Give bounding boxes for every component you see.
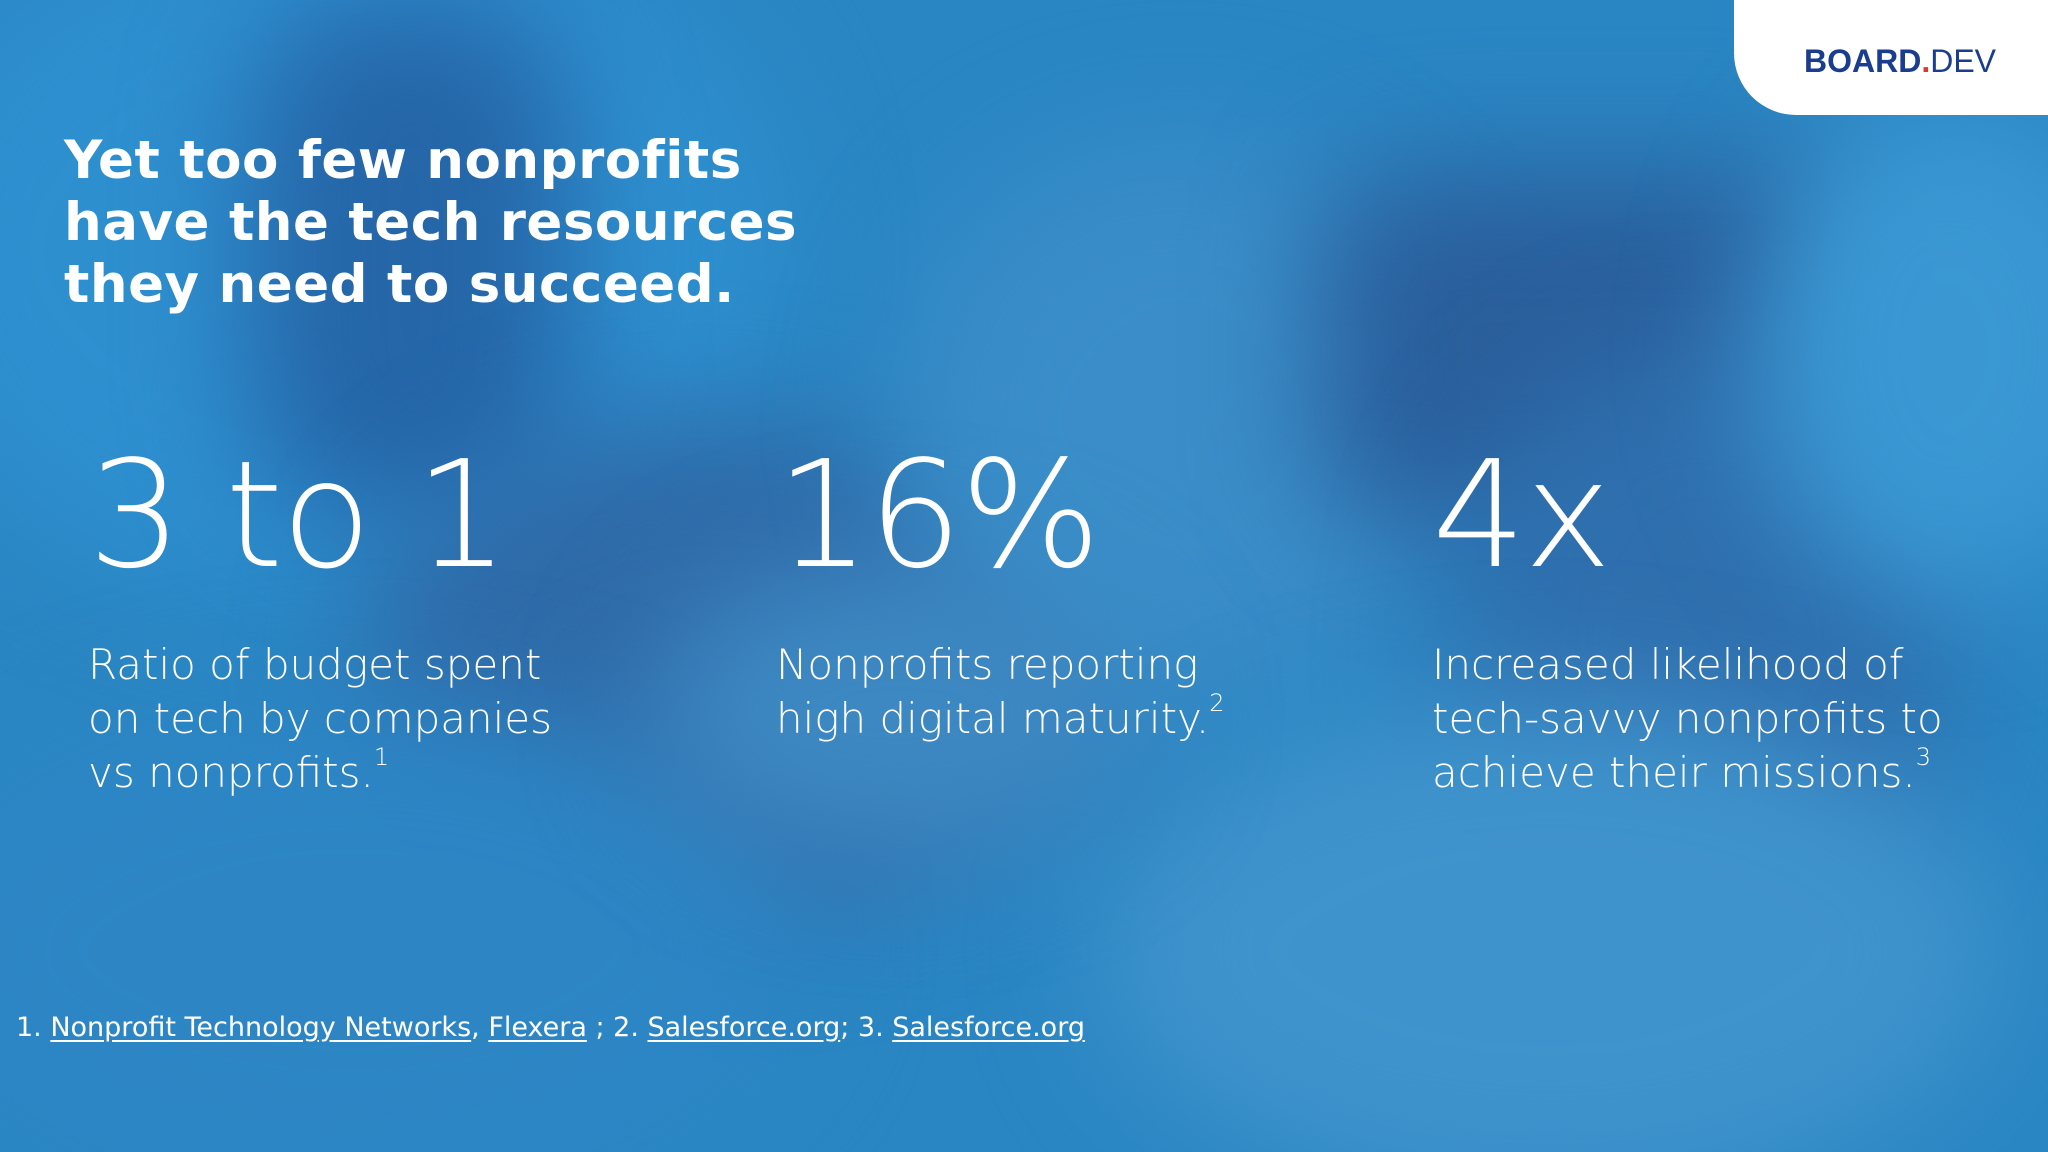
stat-description-line: Nonprofits reporting <box>776 640 1199 689</box>
stat-value: 3 to 1 <box>88 429 509 601</box>
stat-description-line: Increased likelihood of <box>1432 640 1904 689</box>
source-link-nten[interactable]: Nonprofit Technology Networks <box>50 1012 472 1043</box>
logo-board: BOARD <box>1803 43 1922 79</box>
headline: Yet too few nonprofits have the tech res… <box>64 130 797 316</box>
stat-description: Increased likelihood of tech-savvy nonpr… <box>1432 638 1943 800</box>
headline-line-2: have the tech resources <box>64 192 798 253</box>
stat-value: 4x <box>1432 429 1612 601</box>
stat-digital-maturity: 16% Nonprofits reporting high digital ma… <box>776 430 1225 746</box>
stat-description-line: on tech by companies <box>88 694 553 743</box>
logo-tab: BOARD.DEV <box>1734 0 2048 115</box>
footnote-ref: 1 <box>373 743 390 771</box>
headline-line-3: they need to succeed. <box>64 254 735 315</box>
stat-description-line: high digital maturity.2 <box>776 689 1225 743</box>
footnote-ref: 3 <box>1915 743 1932 771</box>
footnote-ref: 2 <box>1209 689 1225 717</box>
stat-description: Ratio of budget spent on tech by compani… <box>88 638 552 800</box>
sources-footnote: 1. Nonprofit Technology Networks, Flexer… <box>16 1012 1085 1043</box>
board-dev-logo: BOARD.DEV <box>1804 43 1996 80</box>
stat-budget-ratio: 3 to 1 Ratio of budget spent on tech by … <box>88 430 552 800</box>
logo-dev: DEV <box>1930 43 1996 79</box>
source-link-flexera[interactable]: Flexera <box>488 1012 587 1043</box>
stat-description-line: Ratio of budget spent <box>88 640 542 689</box>
source-link-salesforce-2[interactable]: Salesforce.org <box>892 1012 1085 1043</box>
stat-description: Nonprofits reporting high digital maturi… <box>776 638 1225 746</box>
headline-line-1: Yet too few nonprofits <box>64 130 742 191</box>
stat-description-line: tech-savvy nonprofits to <box>1432 694 1943 743</box>
stat-value: 16% <box>776 429 1101 601</box>
stat-description-line: vs nonprofits.1 <box>88 743 390 797</box>
stat-description-line: achieve their missions.3 <box>1432 743 1932 797</box>
logo-dot: . <box>1921 43 1931 79</box>
stat-mission-likelihood: 4x Increased likelihood of tech-savvy no… <box>1432 430 1943 800</box>
source-link-salesforce-1[interactable]: Salesforce.org <box>647 1012 841 1043</box>
